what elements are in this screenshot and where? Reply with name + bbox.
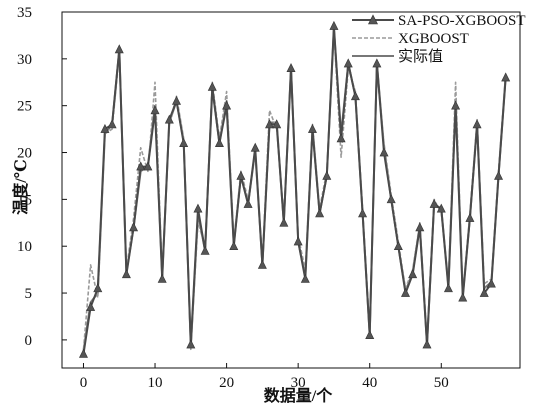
y-tick-label: 35 [17, 5, 32, 21]
data-point-marker [150, 105, 160, 115]
data-point-marker [78, 348, 88, 358]
data-point-marker [329, 20, 339, 30]
data-point-marker [193, 203, 203, 213]
data-point-marker [293, 236, 303, 246]
data-point-marker [393, 241, 403, 251]
data-point-marker [129, 222, 139, 232]
data-point-marker [315, 208, 325, 218]
data-point-marker [422, 339, 432, 349]
data-point-marker [307, 123, 317, 133]
data-point-marker [236, 170, 246, 180]
data-point-marker [100, 123, 110, 133]
x-tick-label: 20 [219, 375, 234, 391]
data-point-marker [222, 100, 232, 110]
data-point-marker [358, 208, 368, 218]
data-point-marker [214, 137, 224, 147]
x-tick-label: 30 [291, 375, 306, 391]
data-point-marker [279, 217, 289, 227]
data-point-marker [86, 301, 96, 311]
x-axis-title: 数据量/个 [264, 386, 333, 405]
y-tick-label: 10 [17, 239, 32, 255]
data-point-marker [494, 170, 504, 180]
legend-label: XGBOOST [398, 31, 469, 47]
data-point-marker [286, 63, 296, 73]
data-point-marker [172, 95, 181, 105]
legend-label: 实际值 [398, 48, 443, 65]
series-3 [82, 27, 507, 352]
y-tick-label: 20 [17, 146, 32, 162]
data-point-marker [336, 133, 346, 143]
data-point-marker [401, 287, 410, 297]
legend-marker [368, 14, 378, 25]
series-2 [82, 29, 507, 351]
data-point-marker [186, 339, 196, 349]
y-tick-label: 0 [25, 333, 33, 349]
data-point-marker [207, 81, 217, 91]
data-point-marker [93, 283, 103, 293]
data-point-marker [107, 119, 117, 129]
y-tick-label: 30 [17, 52, 32, 68]
y-tick-label: 15 [17, 192, 32, 208]
data-point-marker [386, 194, 396, 204]
data-point-marker [443, 283, 453, 293]
data-point-marker [372, 58, 382, 68]
y-tick-label: 25 [17, 99, 32, 115]
series-line [82, 29, 507, 351]
data-point-marker [429, 198, 439, 208]
data-point-marker [300, 273, 310, 283]
data-point-marker [408, 269, 418, 279]
y-tick-label: 5 [25, 286, 33, 302]
x-tick-label: 10 [148, 375, 163, 391]
series-line [82, 27, 507, 352]
data-point-marker [365, 330, 375, 340]
data-point-marker [451, 100, 461, 110]
data-point-marker [343, 58, 353, 68]
data-point-marker [179, 137, 189, 147]
x-tick-label: 40 [362, 375, 377, 391]
data-point-marker [350, 91, 360, 101]
data-point-marker [164, 114, 174, 124]
data-point-marker [472, 119, 482, 129]
data-point-marker [265, 119, 275, 129]
data-point-marker [250, 142, 260, 152]
data-point-marker [143, 161, 153, 171]
data-point-marker [136, 161, 146, 171]
data-point-marker [243, 198, 253, 208]
y-axis-title: 温度/℃ [11, 159, 30, 216]
series-1 [78, 20, 511, 358]
series-group [78, 20, 511, 358]
data-point-marker [465, 212, 475, 222]
legend-label: SA-PSO-XGBOOST [398, 13, 526, 29]
data-point-marker [229, 241, 239, 251]
data-point-marker [257, 259, 267, 269]
data-point-marker [501, 72, 511, 82]
x-tick-label: 0 [80, 375, 88, 391]
data-point-marker [157, 273, 167, 283]
data-point-marker [272, 119, 282, 129]
x-tick-label: 50 [434, 375, 449, 391]
data-point-marker [458, 292, 468, 302]
plot-frame [61, 11, 521, 369]
data-point-marker [114, 44, 124, 54]
data-point-marker [436, 203, 446, 213]
data-point-marker [486, 278, 496, 288]
data-point-marker [322, 170, 332, 180]
series-line [82, 25, 507, 355]
data-point-marker [415, 222, 425, 232]
data-point-marker [479, 287, 489, 297]
data-point-marker [200, 245, 210, 255]
axes-group: 0 10 20 30 40 50 0 5 10 15 20 25 30 35 [17, 5, 521, 391]
data-point-marker [379, 147, 389, 157]
data-point-marker [121, 269, 131, 279]
